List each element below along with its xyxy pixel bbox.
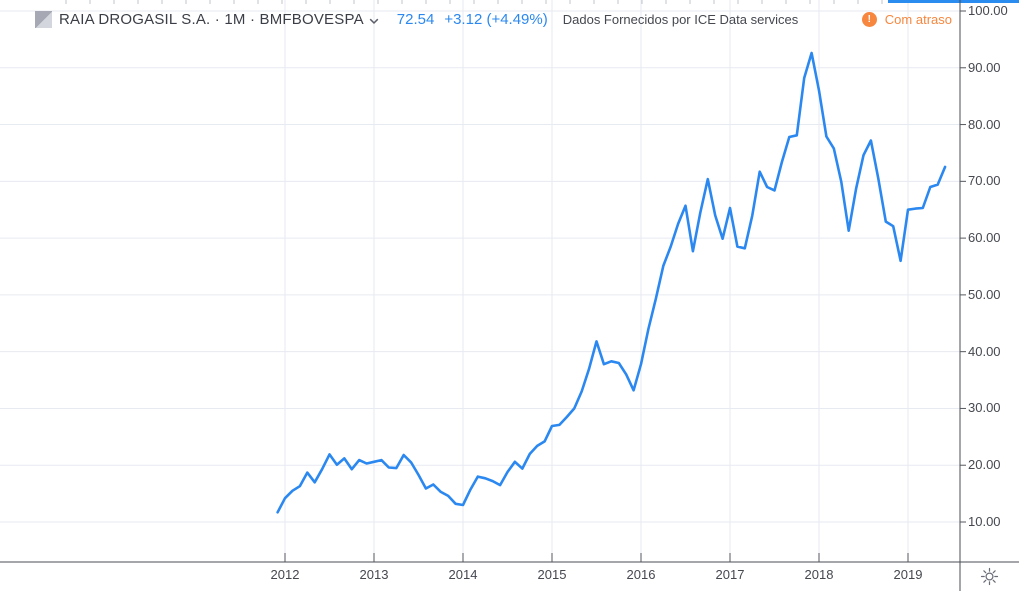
price-change: +3.12 (+4.49%) xyxy=(444,10,548,28)
top-blue-strip xyxy=(888,0,1019,3)
price-axis-label: 40.00 xyxy=(968,343,1001,359)
gear-icon xyxy=(980,567,998,585)
time-axis-label: 2017 xyxy=(715,567,745,582)
time-axis-label: 2012 xyxy=(270,567,300,582)
chevron-down-icon[interactable] xyxy=(369,12,379,30)
time-axis-label: 2013 xyxy=(359,567,389,582)
price-axis-label: 20.00 xyxy=(968,457,1001,473)
price-axis-label: 90.00 xyxy=(968,59,1001,75)
symbol-title[interactable]: RAIA DROGASIL S.A. · 1M · BMFBOVESPA xyxy=(59,10,364,28)
time-axis-label: 2019 xyxy=(893,567,923,582)
chart-legend-header: RAIA DROGASIL S.A. · 1M · BMFBOVESPA 72.… xyxy=(35,9,798,29)
price-axis-label: 30.00 xyxy=(968,400,1001,416)
time-axis-label: 2015 xyxy=(537,567,567,582)
delayed-data-badge[interactable]: ! Com atraso xyxy=(861,12,952,27)
delayed-label: Com atraso xyxy=(884,12,952,27)
time-axis-label: 2014 xyxy=(448,567,478,582)
price-axis-label: 80.00 xyxy=(968,116,1001,132)
last-price: 72.54 xyxy=(396,10,435,28)
price-line-series[interactable] xyxy=(276,51,947,514)
price-axis-label: 70.00 xyxy=(968,173,1001,189)
exclamation-circle-icon: ! xyxy=(861,12,877,27)
price-axis-label: 50.00 xyxy=(968,286,1001,302)
price-axis-label: 100.00 xyxy=(968,3,1008,18)
symbol-logo-icon xyxy=(35,10,52,28)
data-provider-text: Dados Fornecidos por ICE Data services xyxy=(562,11,799,27)
time-axis-label: 2016 xyxy=(626,567,656,582)
price-axis-label: 60.00 xyxy=(968,230,1001,246)
price-axis-label: 10.00 xyxy=(968,514,1001,529)
time-axis-settings-button[interactable] xyxy=(972,565,1006,587)
time-axis-label: 2018 xyxy=(804,567,834,582)
